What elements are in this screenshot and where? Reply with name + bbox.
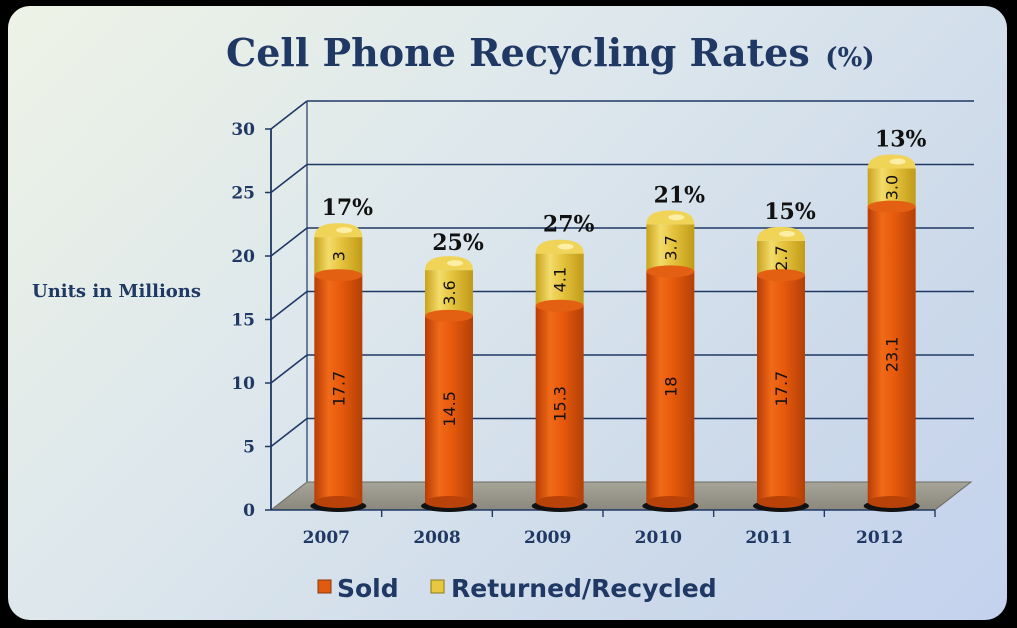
bar-segment-divider — [867, 200, 916, 213]
rate-label: 27% — [543, 212, 595, 238]
bar-sold — [314, 275, 363, 502]
bar-sold-bottom — [535, 496, 584, 508]
x-tick-label: 2007 — [303, 528, 350, 548]
bar-highlight — [779, 230, 795, 237]
y-tick-label: 5 — [243, 438, 255, 458]
chart-svg: Cell Phone Recycling Rates (%) Units in … — [32, 30, 974, 603]
bar-value-label-sold: 23.1 — [883, 337, 902, 373]
y-tick-label: 25 — [231, 184, 255, 204]
bar-segment-divider — [757, 269, 805, 282]
grid-diagonal — [270, 163, 308, 194]
gridlines — [270, 100, 974, 482]
bar-value-label-sold: 18 — [661, 377, 680, 397]
bar-highlight — [336, 227, 353, 234]
y-tick-label: 0 — [243, 501, 255, 521]
x-tick-label: 2011 — [745, 528, 792, 548]
x-tick-label: 2008 — [413, 528, 460, 548]
bar-sold-bottom — [425, 496, 473, 508]
bar-sold-bottom — [757, 496, 805, 508]
legend-swatch-recycled — [430, 579, 445, 594]
y-tick-label: 20 — [231, 247, 255, 267]
rate-label: 13% — [875, 127, 927, 153]
grid-diagonal — [270, 100, 308, 130]
chart-title-main: Cell Phone Recycling Rates — [226, 30, 810, 75]
legend-label-recycled: Returned/Recycled — [451, 574, 717, 603]
y-tick-label: 10 — [231, 374, 255, 394]
chart-panel: Cell Phone Recycling Rates (%) Units in … — [8, 6, 1007, 620]
bar-sold — [646, 271, 695, 502]
grid-diagonal — [270, 290, 308, 321]
bar-sold — [757, 275, 805, 502]
bar-recycled — [646, 224, 695, 272]
bar-value-label-sold: 15.3 — [551, 386, 570, 422]
rate-label: 21% — [654, 182, 706, 208]
legend-swatch-sold — [317, 579, 332, 594]
y-tick-label: 30 — [231, 120, 255, 140]
bar-value-label-sold: 17.7 — [329, 371, 348, 407]
bar-recycled — [425, 270, 473, 316]
x-tick-label: 2010 — [635, 528, 682, 548]
y-axis-label: Units in Millions — [32, 281, 201, 302]
x-tick-label: 2009 — [524, 528, 571, 548]
bar-value-label-recycled: 3 — [329, 251, 348, 261]
bar-sold-bottom — [646, 496, 695, 508]
x-axis: 2007 2008 2009 2010 2011 2012 — [303, 510, 936, 548]
bar-value-label-recycled: 3.0 — [883, 175, 902, 200]
bar-segment-divider — [646, 265, 695, 278]
bar-sold — [535, 305, 584, 502]
legend-label-sold: Sold — [337, 574, 399, 603]
bar-value-label-recycled: 3.6 — [440, 280, 459, 305]
bar-value-label-recycled: 4.1 — [551, 267, 570, 292]
bar-recycled — [867, 168, 916, 207]
bar-sold-bottom — [314, 496, 363, 508]
rate-label: 17% — [322, 195, 374, 221]
bar-value-label-recycled: 2.7 — [772, 245, 791, 270]
legend: Sold Returned/Recycled — [317, 574, 717, 603]
chart-title-suffix: (%) — [825, 43, 874, 73]
rate-label: 15% — [764, 199, 816, 225]
grid-diagonal — [270, 227, 308, 257]
bar-value-label-sold: 17.7 — [772, 371, 791, 407]
bar-sold — [867, 206, 916, 502]
bar-highlight — [668, 214, 685, 221]
bar-highlight — [447, 260, 463, 267]
grid-diagonal — [270, 354, 308, 384]
bar-highlight — [889, 158, 906, 165]
bar-highlight — [557, 243, 574, 250]
bars: 17.7 3 17% 14.5 3.6 25% 15.3 4.1 27% 18 3.7 21% 17.7… — [310, 127, 927, 512]
y-tick-label: 15 — [231, 311, 255, 331]
bar-recycled — [535, 253, 584, 306]
y-axis: 0 5 10 15 20 25 30 — [231, 120, 272, 521]
rate-label: 25% — [432, 230, 484, 256]
bar-recycled — [314, 237, 363, 276]
bar-segment-divider — [314, 269, 363, 282]
bar-segment-divider — [425, 309, 473, 322]
chart-title: Cell Phone Recycling Rates (%) — [226, 30, 875, 75]
bar-segment-divider — [535, 299, 584, 312]
grid-diagonal — [270, 417, 308, 448]
bar-sold-bottom — [867, 496, 916, 508]
bar-sold — [425, 315, 473, 502]
bar-value-label-recycled: 3.7 — [661, 235, 680, 260]
x-tick-label: 2012 — [856, 528, 903, 548]
bar-value-label-sold: 14.5 — [440, 391, 459, 427]
